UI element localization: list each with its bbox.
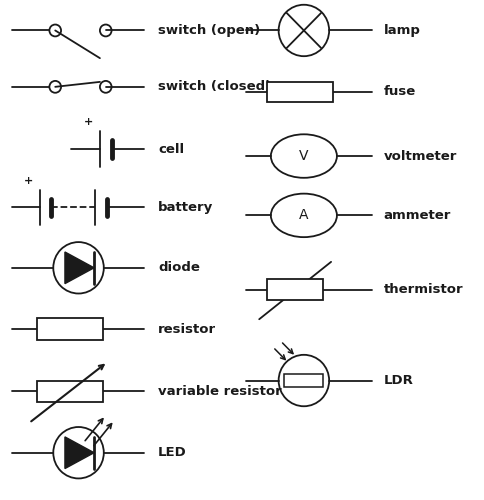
Bar (37, 380, 103, 402)
Bar (267, 278, 323, 300)
Text: +: + (23, 176, 32, 186)
Text: variable resistor: variable resistor (158, 385, 282, 398)
Text: fuse: fuse (383, 86, 416, 98)
Text: +: + (84, 118, 93, 128)
Text: A: A (299, 208, 309, 222)
Text: resistor: resistor (158, 322, 216, 336)
Text: voltmeter: voltmeter (383, 150, 457, 162)
Polygon shape (65, 252, 94, 284)
Text: LDR: LDR (383, 374, 413, 387)
Text: cell: cell (158, 142, 184, 156)
Text: battery: battery (158, 201, 213, 214)
Text: switch (closed): switch (closed) (158, 80, 272, 94)
Text: ammeter: ammeter (383, 209, 451, 222)
Text: LED: LED (158, 446, 187, 459)
Bar (285, 374, 323, 388)
Text: diode: diode (158, 262, 200, 274)
Bar (267, 82, 333, 102)
Text: thermistor: thermistor (383, 283, 463, 296)
Bar (37, 318, 103, 340)
Text: lamp: lamp (383, 24, 421, 37)
Polygon shape (65, 437, 94, 468)
Text: switch (open): switch (open) (158, 24, 260, 37)
Text: V: V (299, 149, 309, 163)
